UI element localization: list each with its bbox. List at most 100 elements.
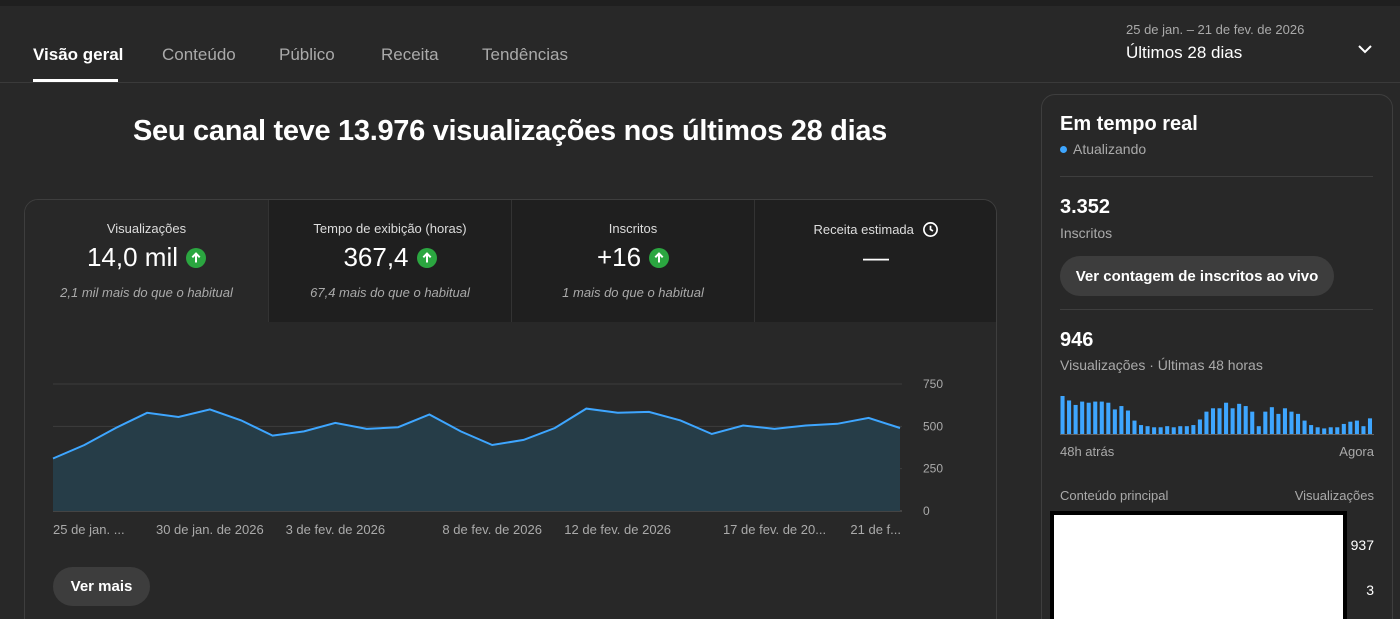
hourly-views-bar <box>1152 427 1157 434</box>
y-tick-label: 250 <box>923 462 943 476</box>
data-point <box>303 430 305 432</box>
metric-watch-time[interactable]: Tempo de exibição (horas) 367,4 67,4 mai… <box>268 200 511 322</box>
x-tick-label: 8 de fev. de 2026 <box>442 522 542 537</box>
divider <box>1060 176 1373 177</box>
metric-label: Tempo de exibição (horas) <box>313 221 467 236</box>
realtime-bar-chart <box>1060 396 1374 435</box>
data-point <box>115 427 117 429</box>
tab-revenue[interactable]: Receita <box>381 45 439 64</box>
realtime-panel: Em tempo real Atualizando 3.352 Inscrito… <box>1041 94 1393 619</box>
hourly-views-bar <box>1289 411 1294 434</box>
date-period-text: Últimos 28 dias <box>1126 43 1243 62</box>
hourly-views-bar <box>1296 413 1301 434</box>
hourly-views-bar <box>1067 400 1072 434</box>
data-point <box>711 433 713 435</box>
realtime-status-text: Atualizando <box>1073 141 1147 157</box>
hourly-views-bar <box>1282 408 1287 434</box>
data-point <box>397 426 399 428</box>
hourly-views-bar <box>1276 413 1281 434</box>
data-point <box>554 427 556 429</box>
metric-label: Receita estimada <box>813 222 914 237</box>
hourly-views-bar <box>1099 401 1104 434</box>
hourly-views-bar <box>1086 402 1091 434</box>
data-point <box>742 424 744 426</box>
hourly-views-bar <box>1165 426 1170 434</box>
hourly-views-bar <box>1250 411 1255 434</box>
clock-icon <box>922 222 938 237</box>
metric-value-row: 367,4 <box>269 242 511 273</box>
hourly-views-bar <box>1230 408 1235 434</box>
hourly-views-bar <box>1361 426 1366 434</box>
hourly-views-bar <box>1125 410 1130 434</box>
data-point <box>616 412 618 414</box>
data-point <box>209 408 211 410</box>
x-tick-label: 17 de fev. de 20... <box>723 522 826 537</box>
metric-views[interactable]: Visualizações 14,0 mil 2,1 mil mais do q… <box>25 200 268 322</box>
data-point <box>83 444 85 446</box>
hourly-views-bar <box>1178 426 1183 434</box>
tab-overview[interactable]: Visão geral <box>33 45 124 64</box>
hourly-views-bar <box>1139 425 1144 434</box>
hourly-views-bar <box>1224 402 1229 434</box>
metric-value-row: 14,0 mil <box>25 242 268 273</box>
metric-tabs: Visualizações 14,0 mil 2,1 mil mais do q… <box>25 200 996 322</box>
data-point <box>805 424 807 426</box>
hourly-views-bar <box>1354 420 1359 434</box>
see-more-button[interactable]: Ver mais <box>53 567 150 606</box>
views-line-chart: 750 500 250 0 25 de jan. ... 30 de jan. de 20… <box>52 377 943 537</box>
active-tab-indicator <box>33 79 118 82</box>
data-point <box>648 411 650 413</box>
data-point <box>773 428 775 430</box>
overview-card: Visualizações 14,0 mil 2,1 mil mais do q… <box>24 199 997 619</box>
hourly-views-bar <box>1171 427 1176 434</box>
arrow-up-icon <box>186 247 207 268</box>
arrow-up-icon <box>416 247 437 268</box>
y-tick-label: 750 <box>923 377 943 391</box>
header: Visão geral Conteúdo Público Receita Ten… <box>0 6 1400 83</box>
hourly-views-bar <box>1060 396 1065 434</box>
hourly-views-bar <box>1322 428 1327 434</box>
redacted-thumbnail <box>1050 511 1347 619</box>
hourly-views-bar <box>1315 427 1320 434</box>
metric-value-row: — <box>755 242 996 273</box>
metric-value-row: +16 <box>512 242 754 273</box>
data-point <box>146 412 148 414</box>
hourly-views-bar <box>1191 425 1196 434</box>
hourly-views-bar <box>1335 427 1340 434</box>
realtime-views-count: 946 <box>1060 329 1094 351</box>
metric-subscribers[interactable]: Inscritos +16 1 mais do que o habitual <box>511 200 754 322</box>
data-point <box>177 416 179 418</box>
top-content-views-header: Visualizações <box>1294 488 1374 503</box>
live-subscriber-count-button[interactable]: Ver contagem de inscritos ao vivo <box>1060 256 1334 296</box>
metric-revenue[interactable]: Receita estimada — <box>754 200 996 322</box>
bar-axis-start-label: 48h atrás <box>1060 444 1115 459</box>
data-point <box>836 423 838 425</box>
hourly-views-bar <box>1367 418 1373 434</box>
x-tick-label: 30 de jan. de 2026 <box>156 522 264 537</box>
data-point <box>271 434 273 436</box>
hourly-views-bar <box>1184 426 1189 434</box>
x-tick-label: 12 de fev. de 2026 <box>564 522 671 537</box>
realtime-views-label: Visualizações · Últimas 48 horas <box>1060 357 1263 373</box>
hourly-views-bar <box>1197 419 1202 434</box>
hourly-views-bar <box>1080 401 1085 434</box>
live-dot-icon <box>1060 145 1067 153</box>
tab-trends[interactable]: Tendências <box>482 45 569 64</box>
top-content-views-value: 3 <box>1366 582 1374 598</box>
chevron-down-icon[interactable] <box>1357 42 1373 56</box>
hourly-views-bar <box>1217 408 1222 434</box>
data-point <box>334 422 336 424</box>
hourly-views-bar <box>1112 409 1117 434</box>
date-range-selector[interactable]: 25 de jan. – 21 de fev. de 2026 Últimos … <box>1126 22 1304 63</box>
data-point <box>585 407 587 409</box>
data-point <box>52 457 54 459</box>
data-point <box>679 419 681 421</box>
page-headline: Seu canal teve 13.976 visualizações nos … <box>133 115 887 147</box>
realtime-title: Em tempo real <box>1060 113 1198 135</box>
hourly-views-bar <box>1243 406 1248 434</box>
tab-audience[interactable]: Público <box>279 45 335 64</box>
data-point <box>240 419 242 421</box>
tab-content[interactable]: Conteúdo <box>162 45 236 64</box>
metric-subtext: 67,4 mais do que o habitual <box>310 285 470 300</box>
metric-label: Inscritos <box>608 221 658 236</box>
